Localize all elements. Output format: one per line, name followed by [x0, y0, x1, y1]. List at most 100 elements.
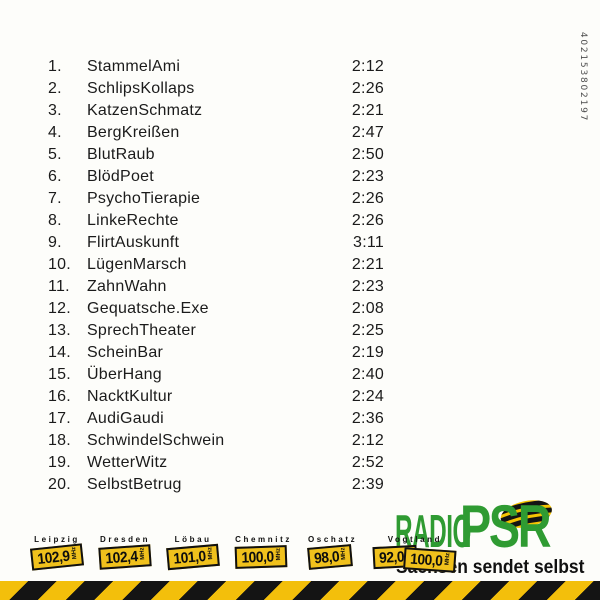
track-number: 5.: [48, 146, 62, 163]
track-title: FlirtAuskunft: [87, 234, 180, 251]
track-duration: 2:52: [351, 454, 384, 471]
frequency-badge: 100,0 MHz: [403, 547, 458, 573]
track-number: 19.: [48, 454, 71, 471]
track-row: 14. ScheinBar 2:19: [48, 342, 384, 364]
track-number: 1.: [48, 58, 62, 75]
track-number: 8.: [48, 212, 62, 229]
track-row: 6. BlödPoet 2:23: [48, 166, 384, 188]
track-title: KatzenSchmatz: [87, 102, 203, 119]
frequency-unit-mhz: MHz: [445, 552, 452, 566]
track-duration: 2:50: [351, 146, 384, 163]
station-city-label: Löbau: [174, 535, 212, 544]
track-title: ÜberHang: [87, 366, 162, 383]
track-duration: 2:24: [351, 388, 384, 405]
track-row: 20. SelbstBetrug 2:39: [48, 474, 384, 496]
station-city-label: Vogtland: [387, 535, 443, 544]
track-row: 17. AudiGaudi 2:36: [48, 408, 384, 430]
track-row: 9. FlirtAuskunft 3:11: [48, 232, 384, 254]
track-number: 2.: [48, 80, 62, 97]
striped-ball-icon: [497, 495, 557, 540]
track-duration: 2:08: [351, 300, 384, 317]
track-duration: 2:21: [351, 256, 384, 273]
track-duration: 3:11: [353, 234, 384, 251]
track-title: SprechTheater: [87, 322, 197, 339]
track-duration: 2:12: [351, 58, 384, 75]
track-row: 7. PsychoTierapie 2:26: [48, 188, 384, 210]
station-city-label: Dresden: [99, 535, 151, 544]
track-number: 20.: [48, 476, 71, 493]
track-title: BlödPoet: [87, 168, 154, 185]
station-badges: 98,0 MHz: [307, 544, 357, 570]
track-row: 15. ÜberHang 2:40: [48, 364, 384, 386]
track-title: BlutRaub: [87, 146, 155, 163]
track-row: 16. NacktKultur 2:24: [48, 386, 384, 408]
track-row: 3. KatzenSchmatz 2:21: [48, 100, 384, 122]
station-frequency-group: Dresden 102,4 MHz: [98, 535, 152, 570]
track-number: 10.: [48, 256, 71, 273]
station-badges: 92,0 MHz 100,0 MHz: [372, 544, 458, 573]
track-title: PsychoTierapie: [87, 190, 201, 207]
frequency-value: 101,0: [172, 547, 207, 568]
hazard-stripe-band: [0, 581, 600, 600]
station-city-label: Leipzig: [34, 535, 80, 544]
radio-psr-logo: RADIO PSR: [394, 495, 584, 557]
track-row: 2. SchlipsKollaps 2:26: [48, 78, 384, 100]
frequency-unit-mhz: MHz: [71, 546, 79, 560]
track-duration: 2:19: [351, 344, 384, 361]
track-row: 1. StammelAmi 2:12: [48, 56, 384, 78]
track-number: 6.: [48, 168, 62, 185]
track-row: 8. LinkeRechte 2:26: [48, 210, 384, 232]
frequency-unit-mhz: MHz: [139, 547, 147, 560]
station-frequency-group: Leipzig 102,9 MHz: [29, 535, 85, 571]
track-title: ScheinBar: [87, 344, 164, 361]
track-number: 12.: [48, 300, 71, 317]
tracklist: 1. StammelAmi 2:12 2. SchlipsKollaps 2:2…: [48, 56, 384, 496]
frequency-badge: 98,0 MHz: [307, 544, 354, 570]
track-number: 11.: [48, 278, 70, 295]
station-frequency-group: Chemnitz 100,0 MHz: [234, 535, 292, 569]
station-city-label: Chemnitz: [235, 535, 292, 544]
frequency-badge: 102,4 MHz: [98, 544, 152, 570]
track-number: 15.: [48, 366, 71, 383]
frequency-value: 100,0: [241, 548, 275, 567]
track-duration: 2:23: [351, 278, 384, 295]
track-row: 5. BlutRaub 2:50: [48, 144, 384, 166]
track-duration: 2:40: [351, 366, 384, 383]
track-title: LinkeRechte: [87, 212, 179, 229]
track-duration: 2:47: [351, 124, 384, 141]
frequency-unit-mhz: MHz: [275, 547, 283, 561]
track-row: 19. WetterWitz 2:52: [48, 452, 384, 474]
station-badges: 100,0 MHz: [234, 545, 292, 569]
frequency-value: 98,0: [313, 547, 340, 567]
track-number: 14.: [48, 344, 71, 361]
track-title: ZahnWahn: [87, 278, 167, 295]
track-number: 7.: [48, 190, 62, 207]
frequency-value: 102,4: [104, 547, 139, 567]
track-duration: 2:21: [351, 102, 384, 119]
frequency-badge: 101,0 MHz: [166, 543, 221, 571]
track-title: Gequatsche.Exe: [87, 300, 209, 317]
track-title: AudiGaudi: [87, 410, 164, 427]
track-number: 13.: [48, 322, 71, 339]
track-number: 17.: [48, 410, 71, 427]
track-number: 16.: [48, 388, 71, 405]
track-number: 18.: [48, 432, 71, 449]
track-duration: 2:39: [351, 476, 384, 493]
frequency-value: 92,0: [378, 548, 405, 567]
station-frequency-group: Vogtland 92,0 MHz 100,0 MHz: [372, 535, 458, 573]
track-row: 12. Gequatsche.Exe 2:08: [48, 298, 384, 320]
frequency-value: 102,9: [36, 547, 71, 568]
station-badges: 102,9 MHz: [29, 543, 85, 571]
track-title: BergKreißen: [87, 124, 180, 141]
track-duration: 2:23: [351, 168, 384, 185]
frequency-unit-mhz: MHz: [207, 546, 215, 560]
logo-psr-wordmark: PSR: [460, 493, 552, 560]
station-badges: 102,4 MHz: [98, 544, 152, 570]
catalog-number: 402153802197: [578, 31, 588, 123]
track-number: 9.: [48, 234, 62, 251]
track-title: SchwindelSchwein: [87, 432, 225, 449]
station-frequency-strip: Leipzig 102,9 MHz Dresden 102,4 MHz Löba…: [29, 535, 473, 573]
track-title: StammelAmi: [87, 58, 181, 75]
track-number: 4.: [48, 124, 62, 141]
